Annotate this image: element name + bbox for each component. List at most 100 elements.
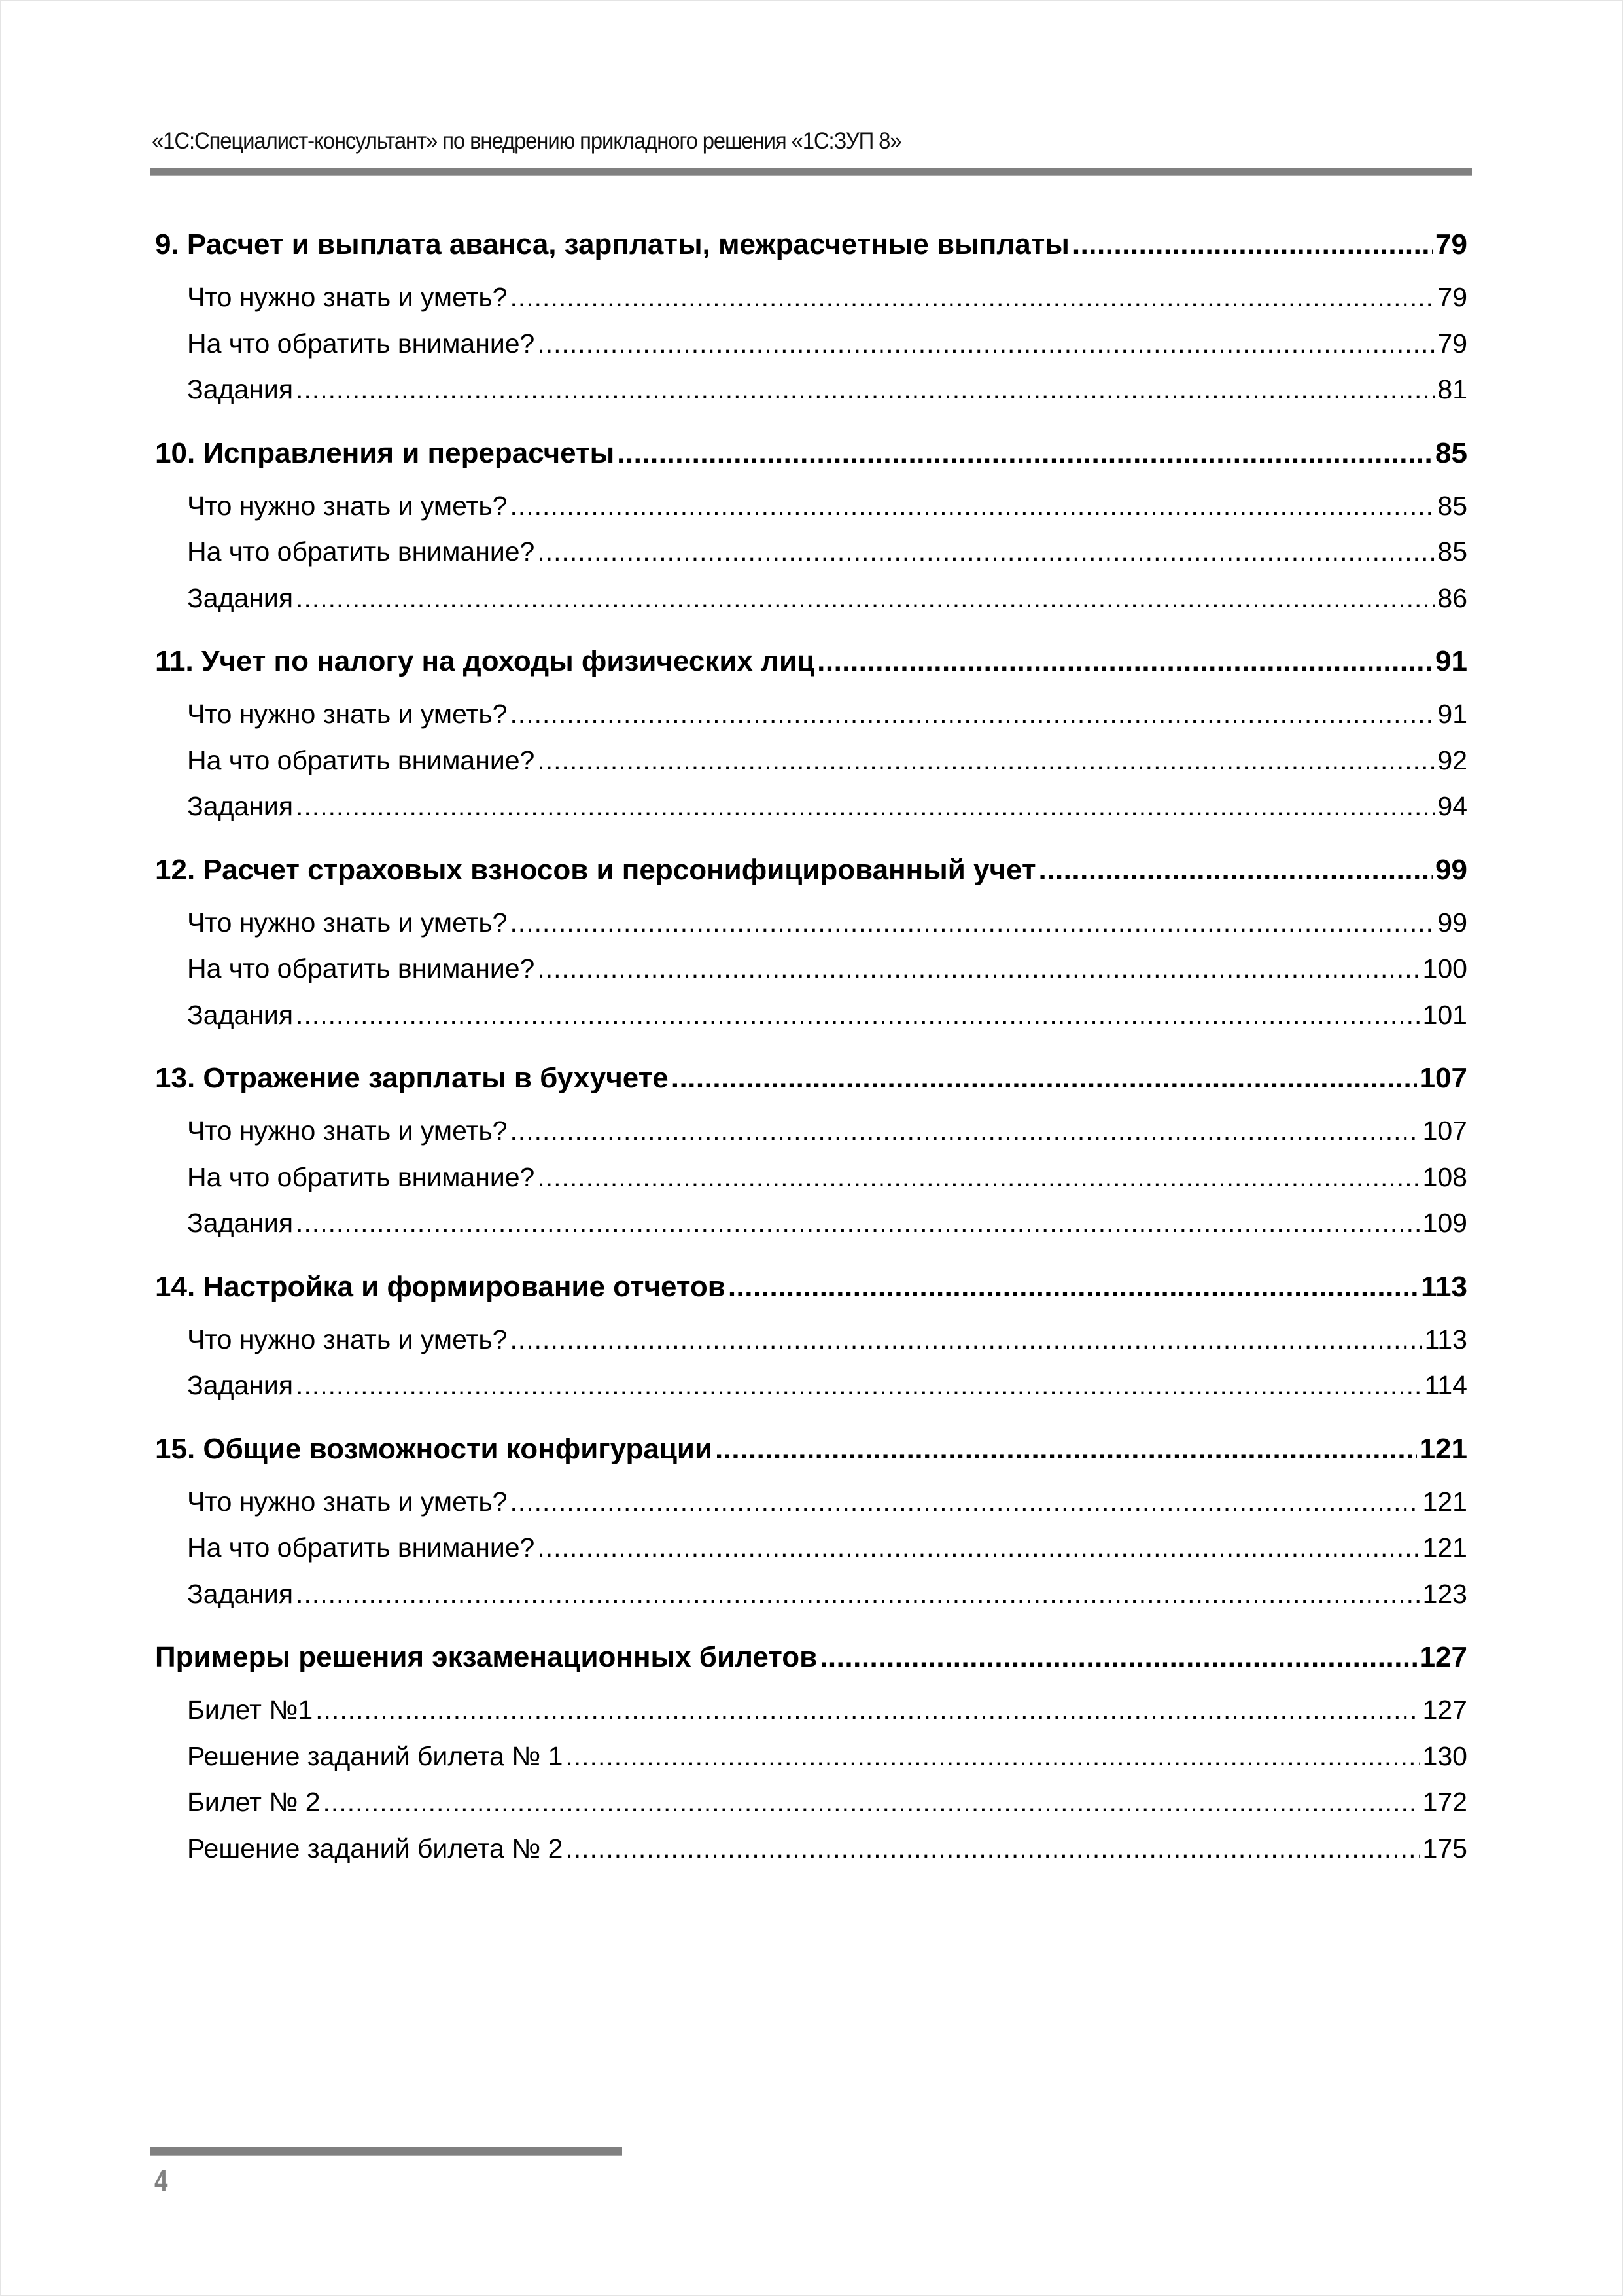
toc-entry-title: Что нужно знать и уметь?	[187, 490, 508, 521]
toc-chapter[interactable]: Примеры решения экзаменационных билетов 1…	[155, 1628, 1467, 1687]
toc-entry-title: Задания	[187, 999, 294, 1030]
toc-entry-title: 14. Настройка и формирование отчетов	[155, 1270, 725, 1303]
toc-entry-page: 85	[1435, 436, 1467, 469]
toc-subsection[interactable]: На что обратить внимание? 108	[155, 1154, 1467, 1201]
toc-entry-title: Что нужно знать и уметь?	[187, 1486, 508, 1517]
toc-subsection[interactable]: На что обратить внимание? 92	[155, 737, 1467, 784]
toc-entry-page: 127	[1419, 1641, 1467, 1673]
toc-subsection[interactable]: Решение заданий билета № 1 130	[155, 1733, 1467, 1780]
toc-entry-page: 175	[1422, 1833, 1467, 1863]
toc-subsection[interactable]: Задания 101	[155, 992, 1467, 1038]
toc-entry-page: 172	[1422, 1787, 1467, 1817]
toc-entry-page: 113	[1424, 1324, 1467, 1354]
dot-leader	[671, 1049, 1417, 1108]
toc-subsection[interactable]: Что нужно знать и уметь? 99	[155, 900, 1467, 946]
toc-subsection[interactable]: Что нужно знать и уметь? 91	[155, 691, 1467, 737]
dot-leader	[565, 1826, 1420, 1872]
toc-entry-page: 123	[1422, 1578, 1467, 1609]
toc-entry-title: На что обратить внимание?	[187, 328, 535, 359]
toc-chapter[interactable]: 10. Исправления и перерасчеты 85	[155, 424, 1467, 483]
toc-subsection[interactable]: Задания 123	[155, 1571, 1467, 1617]
toc-chapter-block: 15. Общие возможности конфигурации121Что…	[155, 1420, 1467, 1617]
dot-leader	[296, 575, 1435, 622]
toc-entry-page: 107	[1419, 1062, 1467, 1094]
dot-leader	[820, 1628, 1416, 1687]
toc-entry-title: Билет № 2	[187, 1787, 321, 1817]
toc-entry-title: На что обратить внимание?	[187, 1532, 535, 1563]
toc-chapter[interactable]: 13. Отражение зарплаты в бухучете 107	[155, 1049, 1467, 1108]
toc-entry-page: 91	[1435, 645, 1467, 677]
toc-chapter[interactable]: 9. Расчет и выплата аванса, зарплаты, ме…	[155, 215, 1467, 274]
toc-entry-title: На что обратить внимание?	[187, 537, 535, 567]
toc-entry-title: На что обратить внимание?	[187, 1161, 535, 1192]
toc-entry-title: Задания	[187, 1370, 294, 1400]
dot-leader	[728, 1258, 1418, 1316]
dot-leader	[296, 992, 1420, 1038]
toc-entry-title: 13. Отражение зарплаты в бухучете	[155, 1062, 669, 1094]
toc-chapter[interactable]: 11. Учет по налогу на доходы физических …	[155, 632, 1467, 691]
dot-leader	[1072, 215, 1433, 274]
dot-leader	[510, 483, 1435, 529]
dot-leader	[817, 632, 1433, 691]
toc-subsection[interactable]: Что нужно знать и уметь? 107	[155, 1108, 1467, 1154]
toc-subsection[interactable]: На что обратить внимание? 100	[155, 945, 1467, 992]
dot-leader	[510, 691, 1435, 737]
dot-leader	[715, 1420, 1417, 1479]
toc-subsection[interactable]: Задания 86	[155, 575, 1467, 622]
toc-subsection[interactable]: Что нужно знать и уметь? 121	[155, 1479, 1467, 1525]
toc-chapter[interactable]: 12. Расчет страховых взносов и персонифи…	[155, 841, 1467, 900]
dot-leader	[296, 366, 1435, 413]
toc-subsection[interactable]: Задания 114	[155, 1362, 1467, 1409]
toc-entry-title: Задания	[187, 1208, 294, 1238]
toc-subsection[interactable]: Что нужно знать и уметь? 85	[155, 483, 1467, 529]
toc-subsection[interactable]: Что нужно знать и уметь? 79	[155, 274, 1467, 321]
dot-leader	[537, 1154, 1420, 1201]
toc-subsection[interactable]: На что обратить внимание? 85	[155, 529, 1467, 575]
dot-leader	[315, 1687, 1420, 1733]
toc-entry-title: 9. Расчет и выплата аванса, зарплаты, ме…	[155, 228, 1070, 260]
dot-leader	[617, 424, 1433, 483]
toc-entry-title: Задания	[187, 1578, 294, 1609]
toc-entry-title: 12. Расчет страховых взносов и персонифи…	[155, 853, 1036, 886]
toc-entry-title: Что нужно знать и уметь?	[187, 907, 508, 938]
dot-leader	[537, 321, 1435, 367]
toc-subsection[interactable]: Задания 94	[155, 783, 1467, 830]
toc-chapter[interactable]: 14. Настройка и формирование отчетов 113	[155, 1258, 1467, 1316]
toc-entry-title: 11. Учет по налогу на доходы физических …	[155, 645, 815, 677]
dot-leader	[510, 1316, 1422, 1363]
toc-entry-page: 79	[1435, 228, 1467, 260]
dot-leader	[537, 529, 1435, 575]
toc-entry-title: Решение заданий билета № 1	[187, 1740, 563, 1771]
toc-chapter-block: 12. Расчет страховых взносов и персонифи…	[155, 841, 1467, 1038]
toc-chapter-block: 11. Учет по налогу на доходы физических …	[155, 632, 1467, 830]
toc-chapter-block: 14. Настройка и формирование отчетов113Ч…	[155, 1258, 1467, 1409]
dot-leader	[565, 1733, 1420, 1780]
toc-entry-page: 85	[1437, 537, 1467, 567]
toc-entry-title: На что обратить внимание?	[187, 953, 535, 983]
toc-entry-title: Решение заданий билета № 2	[187, 1833, 563, 1863]
toc-entry-page: 108	[1422, 1161, 1467, 1192]
toc-entry-page: 100	[1422, 953, 1467, 983]
toc-subsection[interactable]: Решение заданий билета № 2 175	[155, 1826, 1467, 1872]
toc-entry-page: 109	[1422, 1208, 1467, 1238]
toc-subsection[interactable]: Задания 109	[155, 1200, 1467, 1246]
toc-subsection[interactable]: Что нужно знать и уметь? 113	[155, 1316, 1467, 1363]
dot-leader	[537, 945, 1420, 992]
toc-subsection[interactable]: Билет №1 127	[155, 1687, 1467, 1733]
toc-subsection[interactable]: На что обратить внимание? 79	[155, 321, 1467, 367]
dot-leader	[510, 1479, 1420, 1525]
page-number: 4	[154, 2164, 168, 2198]
dot-leader	[510, 900, 1435, 946]
running-header: «1С:Специалист-консультант» по внедрению…	[152, 128, 902, 154]
dot-leader	[1039, 841, 1433, 900]
toc-entry-page: 101	[1422, 999, 1467, 1030]
toc-subsection[interactable]: Задания 81	[155, 366, 1467, 413]
toc-entry-title: Задания	[187, 374, 294, 404]
toc-subsection[interactable]: Билет № 2 172	[155, 1779, 1467, 1826]
toc-entry-page: 91	[1437, 699, 1467, 729]
toc-chapter[interactable]: 15. Общие возможности конфигурации 121	[155, 1420, 1467, 1479]
dot-leader	[296, 1200, 1420, 1246]
toc-subsection[interactable]: На что обратить внимание? 121	[155, 1525, 1467, 1571]
dot-leader	[510, 1108, 1420, 1154]
dot-leader	[537, 1525, 1420, 1571]
